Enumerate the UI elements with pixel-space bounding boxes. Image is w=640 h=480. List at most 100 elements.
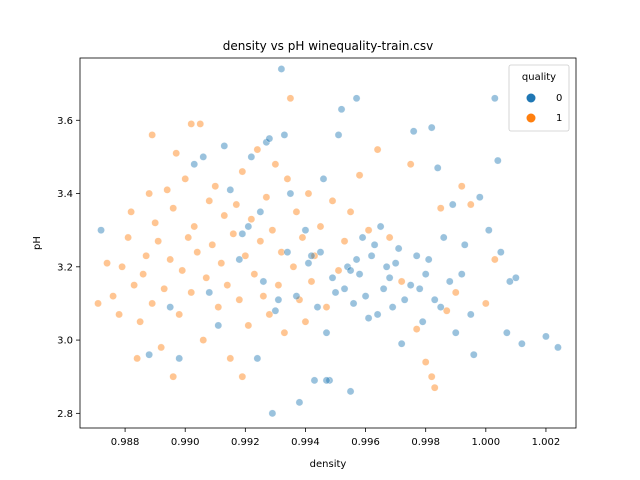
data-point-0 [439, 233, 448, 242]
x-tick-label: 0.992 [231, 437, 260, 448]
data-point-1 [262, 193, 271, 202]
legend-title: quality [522, 72, 556, 83]
data-point-1 [316, 222, 325, 231]
data-point-0 [484, 226, 493, 235]
data-point-1 [397, 277, 406, 286]
data-point-0 [385, 273, 394, 282]
data-point-0 [355, 270, 364, 278]
data-point-1 [277, 248, 286, 257]
data-point-0 [466, 310, 475, 319]
y-tick-label: 3.0 [57, 336, 73, 347]
data-point-1 [421, 358, 430, 366]
y-tick-label: 3.4 [57, 189, 73, 200]
data-point-1 [142, 251, 150, 260]
data-point-0 [415, 284, 424, 293]
data-point-0 [493, 156, 502, 165]
data-point-0 [175, 354, 184, 363]
data-point-0 [503, 328, 511, 337]
data-point-1 [148, 131, 156, 139]
data-point-0 [391, 259, 400, 267]
y-tick-label: 3.6 [57, 116, 73, 127]
data-point-0 [349, 299, 358, 308]
data-point-1 [139, 270, 147, 278]
data-point-1 [268, 226, 277, 235]
data-point-0 [512, 273, 520, 282]
x-tick-label: 0.998 [411, 437, 440, 448]
data-point-0 [451, 328, 460, 337]
data-point-1 [118, 262, 126, 271]
chart-title: density vs pH winequality-train.csv [223, 39, 433, 53]
data-point-1 [490, 255, 499, 264]
data-point-1 [184, 233, 193, 242]
data-point-0 [340, 284, 349, 293]
data-point-0 [199, 153, 208, 161]
data-point-0 [226, 186, 235, 194]
data-point-1 [103, 259, 111, 267]
data-point-0 [445, 277, 454, 286]
data-point-0 [220, 142, 229, 150]
data-point-0 [235, 255, 244, 264]
data-point-1 [274, 281, 283, 289]
data-point-1 [304, 189, 313, 198]
data-point-0 [430, 295, 439, 304]
data-point-0 [475, 193, 484, 202]
data-point-0 [457, 270, 466, 278]
plot-frame [79, 57, 577, 429]
data-point-0 [346, 266, 355, 275]
data-point-0 [238, 229, 247, 238]
data-point-0 [301, 226, 310, 235]
data-point-1 [208, 240, 217, 249]
data-point-0 [190, 160, 199, 169]
data-point-1 [286, 94, 295, 103]
data-point-1 [217, 259, 226, 267]
data-point-1 [169, 372, 178, 381]
data-point-1 [340, 237, 349, 246]
data-point-0 [376, 222, 385, 231]
x-tick-label: 1.000 [471, 437, 500, 448]
data-point-0 [400, 295, 409, 304]
data-point-0 [316, 248, 325, 257]
data-point-0 [358, 233, 367, 242]
data-point-1 [187, 120, 196, 128]
legend-label-0: 0 [556, 93, 562, 104]
data-point-1 [145, 189, 153, 198]
data-point-1 [406, 160, 415, 169]
data-point-1 [328, 197, 337, 205]
data-point-1 [238, 372, 247, 381]
data-point-0 [244, 222, 253, 231]
data-point-0 [542, 332, 550, 341]
data-point-0 [310, 376, 319, 385]
data-point-0 [97, 226, 105, 235]
x-axis-title: density [310, 459, 347, 470]
data-point-0 [277, 65, 286, 73]
data-point-1 [241, 251, 250, 260]
data-point-0 [382, 262, 391, 271]
data-point-1 [307, 277, 316, 286]
data-point-0 [253, 354, 262, 363]
data-point-1 [175, 310, 184, 319]
legend: quality 0 1 [508, 64, 570, 132]
data-point-0 [412, 251, 421, 260]
y-tick-label: 3.2 [57, 262, 73, 273]
data-point-0 [433, 164, 442, 172]
data-point-1 [310, 251, 319, 260]
data-point-0 [448, 200, 457, 209]
data-point-1 [280, 328, 289, 337]
data-point-1 [256, 237, 265, 246]
x-tick-label: 1.002 [532, 437, 561, 448]
data-point-0 [274, 295, 283, 304]
y-axis-title: pH [32, 236, 43, 250]
data-point-0 [370, 240, 379, 249]
data-point-0 [322, 328, 331, 337]
legend-frame [508, 64, 570, 132]
data-point-0 [166, 303, 175, 311]
data-point-1 [196, 120, 205, 128]
data-point-1 [199, 336, 208, 344]
data-point-1 [481, 299, 490, 308]
data-point-1 [259, 292, 268, 300]
data-point-0 [394, 244, 403, 253]
data-point-1 [94, 299, 102, 308]
x-tick-label: 0.996 [351, 437, 380, 448]
data-point-1 [322, 303, 331, 311]
